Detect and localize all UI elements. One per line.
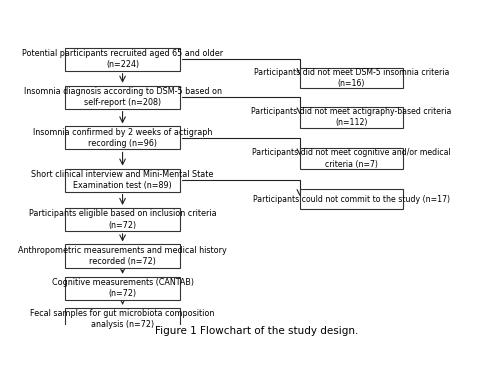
Text: Potential participants recruited aged 65 and older
(n=224): Potential participants recruited aged 65… <box>22 49 223 69</box>
Text: Cognitive measurements (CANTAB)
(n=72): Cognitive measurements (CANTAB) (n=72) <box>52 278 194 298</box>
Text: Participants did not meet cognitive and/or medical
criteria (n=7): Participants did not meet cognitive and/… <box>252 149 450 169</box>
Text: Short clinical interview and Mini-Mental State
Examination test (n=89): Short clinical interview and Mini-Mental… <box>32 170 214 190</box>
Bar <box>66 208 180 231</box>
Text: Insomnia diagnosis according to DSM-5 based on
self-report (n=208): Insomnia diagnosis according to DSM-5 ba… <box>24 87 222 107</box>
Text: Participants could not commit to the study (n=17): Participants could not commit to the stu… <box>252 195 450 204</box>
Text: Figure 1 Flowchart of the study design.: Figure 1 Flowchart of the study design. <box>154 326 358 336</box>
Bar <box>66 48 180 71</box>
Bar <box>300 148 402 169</box>
Bar <box>300 189 402 210</box>
Text: Fecal samples for gut microbiota composition
analysis (n=72): Fecal samples for gut microbiota composi… <box>30 309 215 329</box>
Bar <box>66 169 180 192</box>
Bar <box>66 126 180 150</box>
Text: Participants eligible based on inclusion criteria
(n=72): Participants eligible based on inclusion… <box>29 210 216 230</box>
Text: Participants did not meet DSM-5 insomnia criteria
(n=16): Participants did not meet DSM-5 insomnia… <box>254 68 449 88</box>
Text: Participants did not meet actigraphy-based criteria
(n=112): Participants did not meet actigraphy-bas… <box>251 107 452 127</box>
Text: Anthropometric measurements and medical history
recorded (n=72): Anthropometric measurements and medical … <box>18 246 227 266</box>
Text: Insomnia confirmed by 2 weeks of actigraph
recording (n=96): Insomnia confirmed by 2 weeks of actigra… <box>33 128 212 148</box>
Bar <box>300 107 402 127</box>
Bar <box>66 308 180 331</box>
Bar <box>66 86 180 109</box>
Bar <box>66 245 180 268</box>
Bar <box>300 68 402 88</box>
Bar <box>66 277 180 300</box>
